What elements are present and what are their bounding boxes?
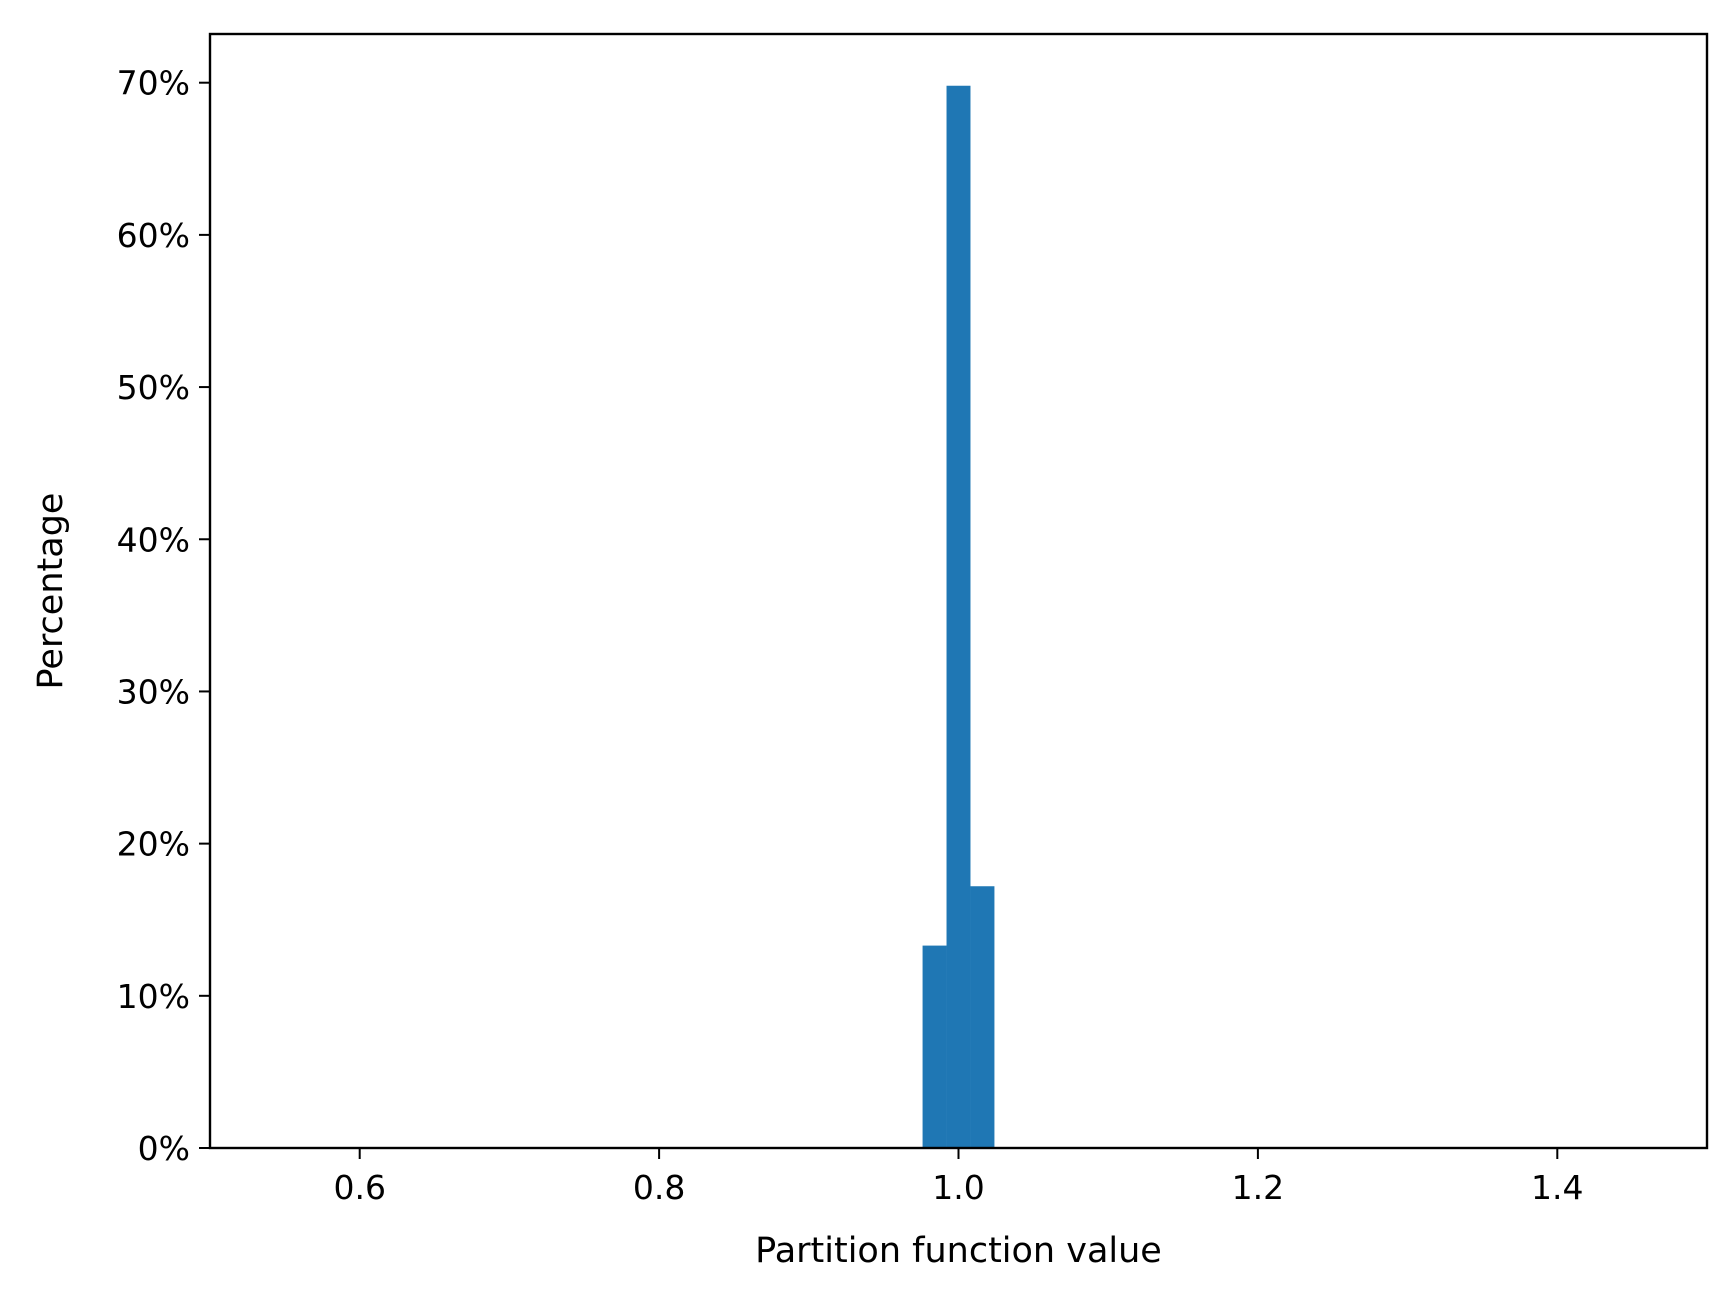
y-tick-label-3: 30% <box>117 672 190 711</box>
y-tick-label-0: 0% <box>138 1129 190 1168</box>
y-tick-label-7: 70% <box>117 64 190 103</box>
x-axis-label: Partition function value <box>755 1231 1162 1271</box>
y-tick-label-6: 60% <box>117 216 190 255</box>
x-tick-label-4: 1.4 <box>1531 1168 1583 1207</box>
x-axis: 0.6 0.8 1.0 1.2 1.4 <box>333 1148 1584 1207</box>
x-tick-label-2: 1.0 <box>932 1168 984 1207</box>
y-tick-label-1: 10% <box>117 977 190 1016</box>
x-tick-label-1: 0.8 <box>633 1168 685 1207</box>
histogram-bar-2 <box>970 886 995 1148</box>
x-tick-label-0: 0.6 <box>333 1168 385 1207</box>
y-tick-label-5: 50% <box>117 368 190 407</box>
histogram-bar-1 <box>946 85 971 1149</box>
y-tick-label-2: 20% <box>117 825 190 864</box>
bars-group <box>922 85 995 1149</box>
y-tick-label-4: 40% <box>117 520 190 559</box>
histogram-bar-0 <box>922 945 947 1148</box>
x-tick-label-3: 1.2 <box>1232 1168 1284 1207</box>
y-axis-label: Percentage <box>31 493 71 690</box>
y-axis: 0% 10% 20% 30% 40% 50% 60% 70% <box>117 64 210 1168</box>
